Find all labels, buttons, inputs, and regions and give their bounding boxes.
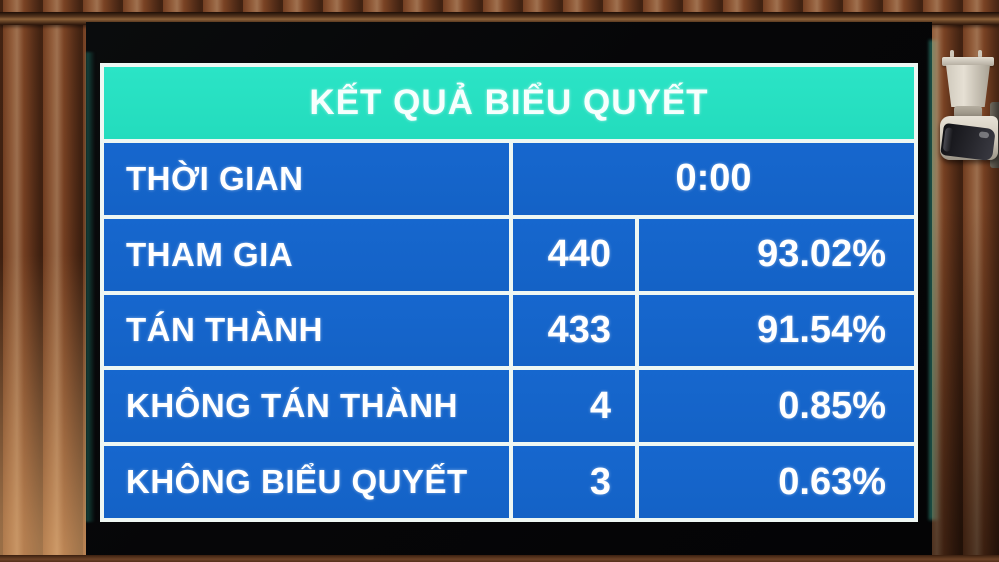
- participating-label: THAM GIA: [104, 218, 509, 291]
- camera-mount-plate: [942, 57, 994, 66]
- participating-percent: 93.02%: [639, 218, 914, 291]
- time-value: 0:00: [513, 143, 914, 215]
- disapprove-label: KHÔNG TÁN THÀNH: [104, 370, 509, 443]
- row-participating: THAM GIA 440 93.02%: [104, 218, 914, 291]
- camera-lens: [940, 122, 996, 162]
- disapprove-percent: 0.85%: [639, 370, 914, 443]
- camera-neck: [954, 106, 982, 118]
- abstain-label: KHÔNG BIỂU QUYẾT: [104, 446, 509, 518]
- row-time: THỜI GIAN 0:00: [104, 143, 914, 215]
- camera-screw: [978, 50, 982, 58]
- abstain-percent: 0.63%: [639, 446, 914, 518]
- row-abstain: KHÔNG BIỂU QUYẾT 3 0.63%: [104, 446, 914, 518]
- approve-count: 433: [513, 294, 635, 367]
- approve-percent: 91.54%: [639, 294, 914, 367]
- abstain-count: 3: [513, 446, 635, 518]
- wood-bottom-ledge: [0, 555, 999, 562]
- participating-count: 440: [513, 218, 635, 291]
- row-disapprove: KHÔNG TÁN THÀNH 4 0.85%: [104, 370, 914, 443]
- board-title: KẾT QUẢ BIỂU QUYẾT: [104, 67, 914, 139]
- time-label: THỜI GIAN: [104, 143, 509, 215]
- voting-display-screen: KẾT QUẢ BIỂU QUYẾT THỜI GIAN 0:00 THAM G…: [86, 22, 932, 556]
- security-camera: [938, 50, 999, 190]
- voting-results-board: KẾT QUẢ BIỂU QUYẾT THỜI GIAN 0:00 THAM G…: [100, 63, 918, 522]
- camera-screw: [950, 50, 954, 58]
- disapprove-count: 4: [513, 370, 635, 443]
- row-approve: TÁN THÀNH 433 91.54%: [104, 294, 914, 367]
- camera-mount-arm: [946, 65, 990, 107]
- approve-label: TÁN THÀNH: [104, 294, 509, 367]
